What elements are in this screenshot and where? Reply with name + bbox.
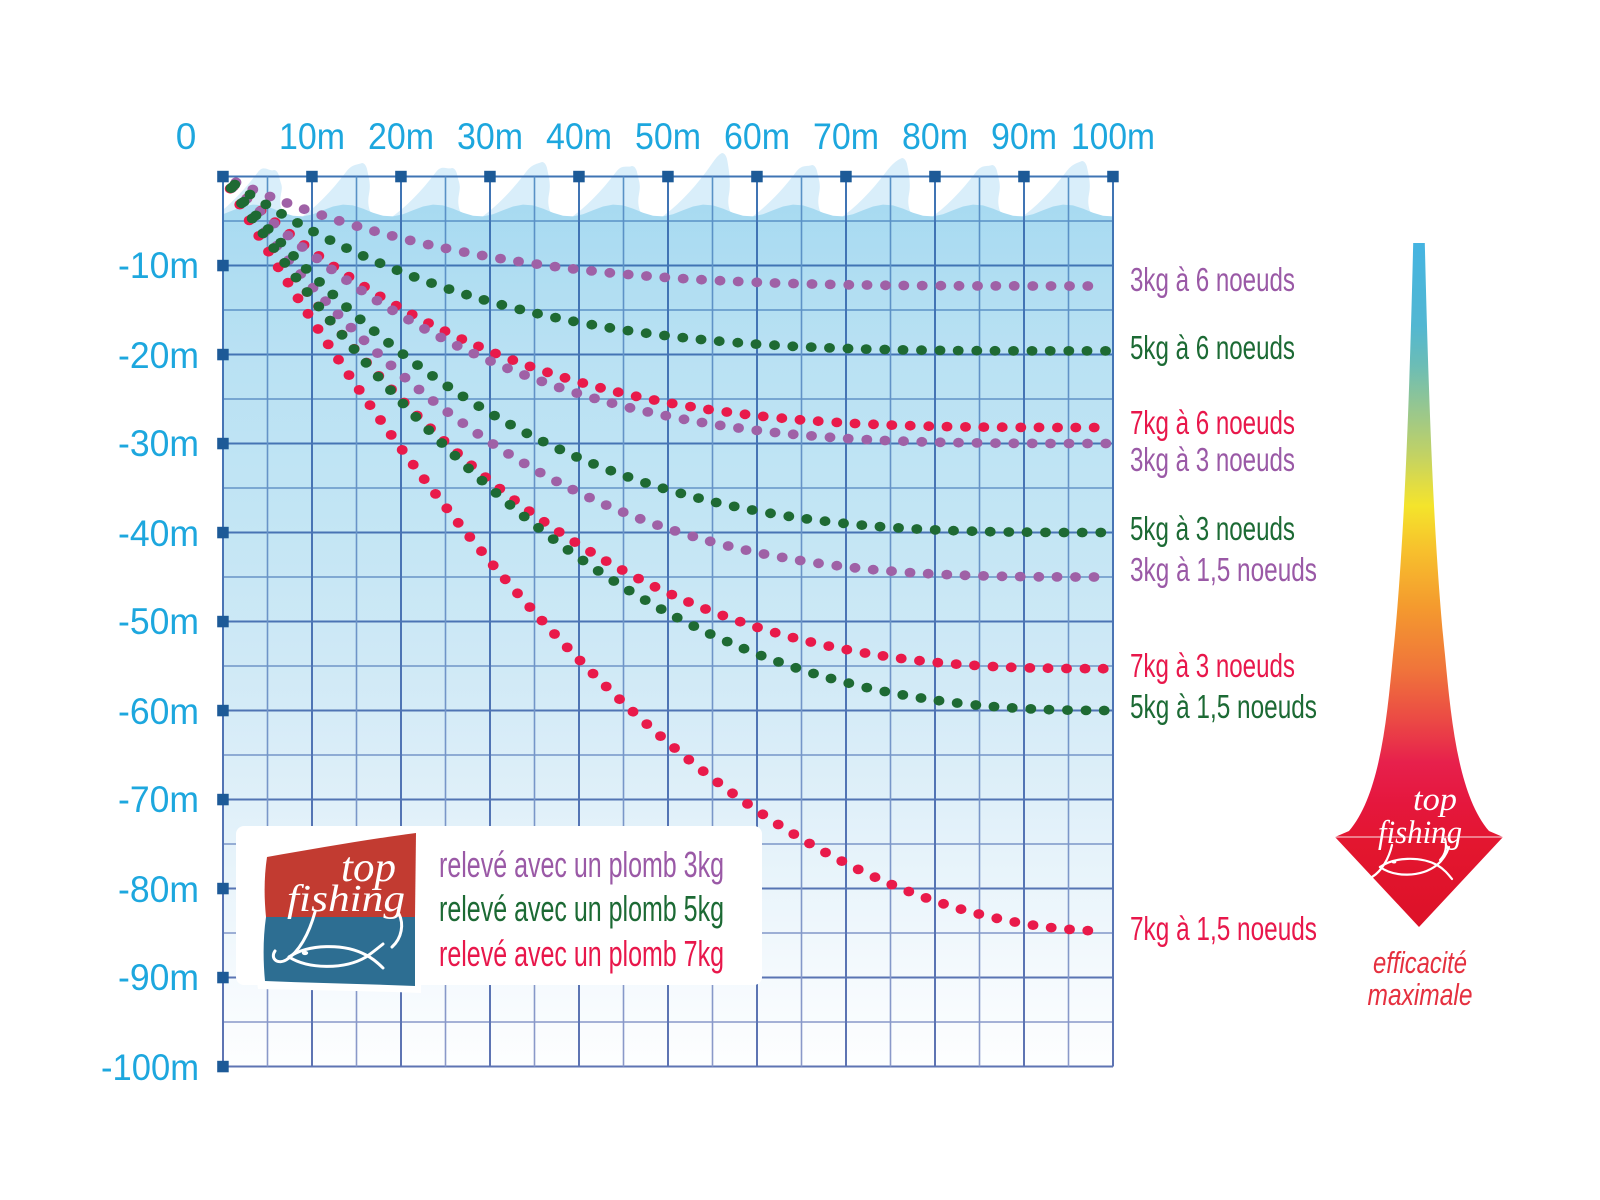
- svg-text:50m: 50m: [635, 116, 701, 157]
- svg-text:efficacité: efficacité: [1373, 945, 1467, 980]
- svg-text:90m: 90m: [991, 116, 1057, 157]
- svg-text:7kg à 6 noeuds: 7kg à 6 noeuds: [1130, 404, 1295, 441]
- svg-text:relevé avec un plomb 5kg: relevé avec un plomb 5kg: [439, 888, 724, 929]
- svg-text:-60m: -60m: [118, 691, 199, 732]
- svg-text:-10m: -10m: [118, 245, 199, 286]
- svg-text:7kg à 1,5 noeuds: 7kg à 1,5 noeuds: [1130, 910, 1317, 947]
- svg-text:-90m: -90m: [118, 957, 199, 998]
- svg-text:-30m: -30m: [118, 423, 199, 464]
- svg-text:maximale: maximale: [1368, 977, 1473, 1012]
- svg-text:relevé avec un plomb 3kg: relevé avec un plomb 3kg: [439, 844, 724, 885]
- svg-text:3kg à 3 noeuds: 3kg à 3 noeuds: [1130, 441, 1295, 478]
- svg-text:top: top: [1413, 782, 1457, 818]
- svg-text:5kg à 3 noeuds: 5kg à 3 noeuds: [1130, 510, 1295, 547]
- svg-text:10m: 10m: [279, 116, 345, 157]
- svg-text:20m: 20m: [368, 116, 434, 157]
- svg-text:80m: 80m: [902, 116, 968, 157]
- svg-text:5kg à 1,5 noeuds: 5kg à 1,5 noeuds: [1130, 688, 1317, 725]
- svg-text:-40m: -40m: [118, 513, 199, 554]
- svg-text:top: top: [341, 845, 396, 891]
- svg-text:-80m: -80m: [118, 869, 199, 910]
- svg-text:relevé avec un plomb 7kg: relevé avec un plomb 7kg: [439, 933, 724, 974]
- svg-text:70m: 70m: [813, 116, 879, 157]
- svg-text:3kg à 6 noeuds: 3kg à 6 noeuds: [1130, 261, 1295, 298]
- svg-text:fishing: fishing: [287, 878, 405, 920]
- svg-text:5kg à 6 noeuds: 5kg à 6 noeuds: [1130, 329, 1295, 366]
- svg-text:0: 0: [176, 116, 197, 157]
- svg-text:-50m: -50m: [118, 601, 199, 642]
- svg-text:60m: 60m: [724, 116, 790, 157]
- svg-text:30m: 30m: [457, 116, 523, 157]
- svg-text:3kg à 1,5 noeuds: 3kg à 1,5 noeuds: [1130, 551, 1317, 588]
- svg-text:fishing: fishing: [1378, 815, 1462, 851]
- svg-text:-70m: -70m: [118, 779, 199, 820]
- svg-text:40m: 40m: [546, 116, 612, 157]
- svg-text:100m: 100m: [1071, 116, 1155, 157]
- svg-text:-20m: -20m: [118, 335, 199, 376]
- svg-text:-100m: -100m: [101, 1047, 199, 1088]
- svg-text:7kg à 3 noeuds: 7kg à 3 noeuds: [1130, 647, 1295, 684]
